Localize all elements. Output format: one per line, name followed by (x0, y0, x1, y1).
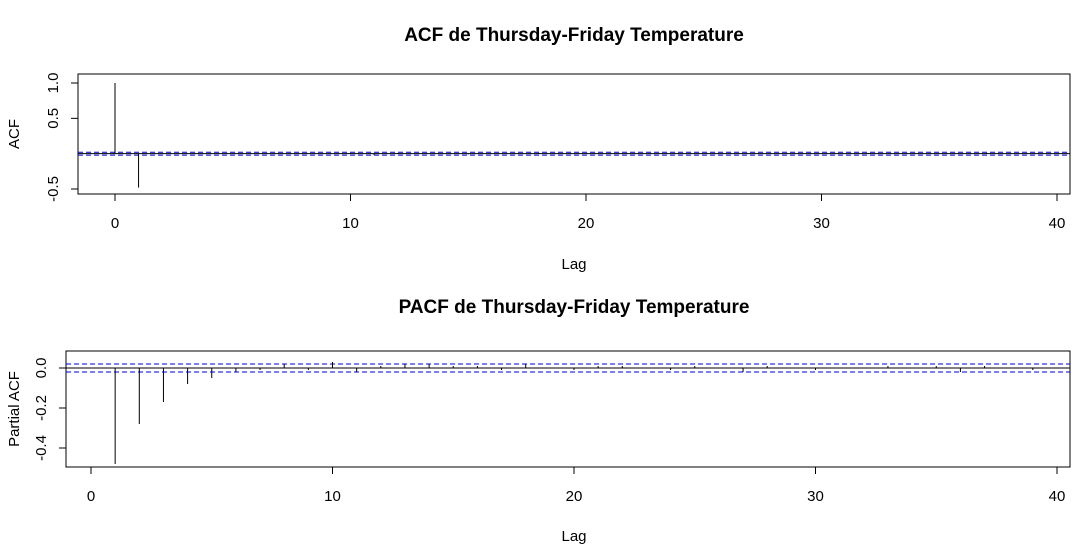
pacf-y-tick-label: -0.4 (33, 435, 50, 461)
acf-y-tick-label: 1.0 (45, 73, 62, 94)
acf-marks: 0 10 20 30 40 -0.5 0.5 1.0 (45, 73, 1070, 232)
acf-x-tick-label: 0 (111, 215, 119, 232)
pacf-x-tick-label: 0 (87, 488, 95, 505)
acf-title: ACF de Thursday-Friday Temperature (404, 25, 744, 46)
pacf-title: PACF de Thursday-Friday Temperature (399, 297, 750, 318)
pacf-y-tick-label: 0.0 (33, 358, 50, 379)
acf-y-axis-label: ACF (6, 119, 23, 149)
pacf-plot-frame (65, 350, 1071, 468)
acf-x-axis-label: Lag (561, 256, 586, 273)
pacf-x-tick-label: 10 (324, 488, 341, 505)
pacf-x-tick-label: 20 (566, 488, 583, 505)
pacf-panel: PACF de Thursday-Friday Temperature Lag … (6, 297, 1071, 545)
pacf-x-tick-label: 40 (1049, 488, 1066, 505)
pacf-x-axis-label: Lag (561, 528, 586, 545)
acf-panel: ACF de Thursday-Friday Temperature Lag A… (6, 25, 1071, 273)
pacf-marks: 0 10 20 30 40 -0.4 -0.2 0.0 (33, 358, 1070, 505)
acf-x-tick-label: 20 (578, 215, 595, 232)
acf-x-tick-label: 40 (1049, 215, 1066, 232)
acf-y-tick-label: -0.5 (45, 176, 62, 202)
acf-x-tick-label: 30 (813, 215, 830, 232)
acf-plot-frame (77, 73, 1071, 195)
pacf-x-tick-label: 30 (807, 488, 824, 505)
pacf-y-tick-label: -0.2 (33, 395, 50, 421)
acf-x-tick-label: 10 (342, 215, 359, 232)
acf-y-tick-label: 0.5 (45, 108, 62, 129)
pacf-y-axis-label: Partial ACF (6, 371, 23, 447)
